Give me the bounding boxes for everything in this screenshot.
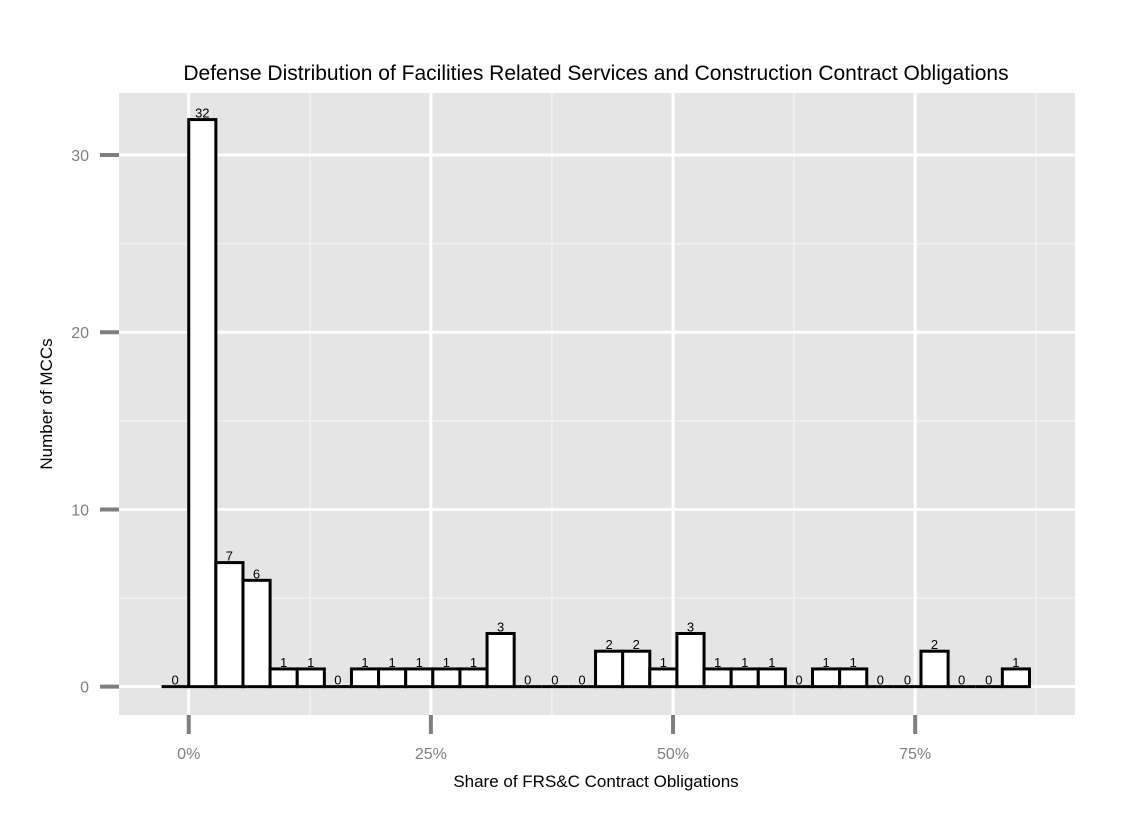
bar-value-label: 0: [904, 673, 911, 688]
bar-value-label: 1: [416, 655, 423, 670]
histogram-bar: [1000, 667, 1031, 689]
y-axis: 0 10 20 30: [71, 148, 119, 697]
histogram-bar: [838, 667, 869, 689]
histogram-bar: [349, 667, 381, 689]
x-axis: 0% 25% 50% 75%: [177, 715, 931, 763]
bar-value-label: 0: [551, 673, 558, 688]
histogram-bar: [214, 561, 245, 689]
bar-value-label: 1: [470, 655, 477, 670]
x-tick-label: 50%: [657, 746, 689, 763]
bar-value-label: 1: [741, 655, 748, 670]
bar-value-label: 0: [524, 673, 531, 688]
histogram-bar: [675, 631, 706, 689]
bar-labels: 0 32 7 6 1 1 0 1 1 1 1 1 3 0 0 0 2 2 1 3 1 1 1 0 1 1 0 0 2 0 0 1: [172, 106, 1020, 688]
bar-value-label: 1: [714, 655, 721, 670]
histogram-bar: [295, 667, 326, 689]
chart-title: Defense Distribution of Facilities Relat…: [183, 62, 1008, 85]
histogram-bar: [377, 667, 408, 689]
x-tick-label: 25%: [415, 746, 447, 763]
x-tick-label: 0%: [177, 746, 200, 763]
bar-value-label: 6: [253, 566, 260, 581]
histogram-bar: [485, 631, 516, 689]
bar-value-label: 0: [334, 673, 341, 688]
bar-value-label: 0: [172, 673, 179, 688]
histogram-bar: [702, 667, 733, 689]
histogram-bar: [404, 667, 435, 689]
histogram-bar: [268, 667, 299, 689]
histogram-bar: [621, 649, 652, 689]
histogram-bar: [919, 649, 950, 689]
histogram-bar: [241, 578, 272, 689]
bar-value-label: 0: [578, 673, 585, 688]
bar-value-label: 2: [633, 637, 640, 652]
y-axis-title: Number of MCCs: [37, 338, 56, 469]
bar-value-label: 1: [660, 655, 667, 670]
histogram-bar: [729, 667, 760, 689]
bar-value-label: 3: [687, 619, 694, 634]
bar-value-label: 1: [280, 655, 287, 670]
y-tick-label: 20: [71, 325, 89, 342]
y-tick-label: 30: [71, 148, 89, 165]
bar-value-label: 0: [877, 673, 884, 688]
bar-value-label: 1: [850, 655, 857, 670]
histogram-bar: [594, 649, 625, 689]
histogram-bar: [431, 667, 462, 689]
bars: [161, 118, 1031, 689]
bar-value-label: 1: [822, 655, 829, 670]
histogram-bar: [458, 667, 489, 689]
y-tick-label: 0: [80, 680, 89, 697]
bar-value-label: 1: [768, 655, 775, 670]
histogram-bar: [811, 667, 842, 689]
histogram-bar: [756, 667, 787, 689]
histogram-bar: [648, 667, 679, 689]
bar-value-label: 0: [985, 673, 992, 688]
bar-value-label: 1: [443, 655, 450, 670]
bar-value-label: 1: [307, 655, 314, 670]
bar-value-label: 1: [1012, 655, 1019, 670]
bar-value-label: 1: [361, 655, 368, 670]
bar-value-label: 0: [795, 673, 802, 688]
x-axis-title: Share of FRS&C Contract Obligations: [453, 772, 738, 791]
histogram-bar: [187, 118, 218, 689]
bar-value-label: 2: [605, 637, 612, 652]
bar-value-label: 7: [226, 549, 233, 564]
bar-value-label: 3: [497, 619, 504, 634]
x-tick-label: 75%: [899, 746, 931, 763]
bar-value-label: 1: [389, 655, 396, 670]
y-tick-label: 10: [71, 502, 89, 519]
bar-value-label: 32: [195, 106, 209, 121]
bar-value-label: 0: [958, 673, 965, 688]
bar-value-label: 2: [931, 637, 938, 652]
